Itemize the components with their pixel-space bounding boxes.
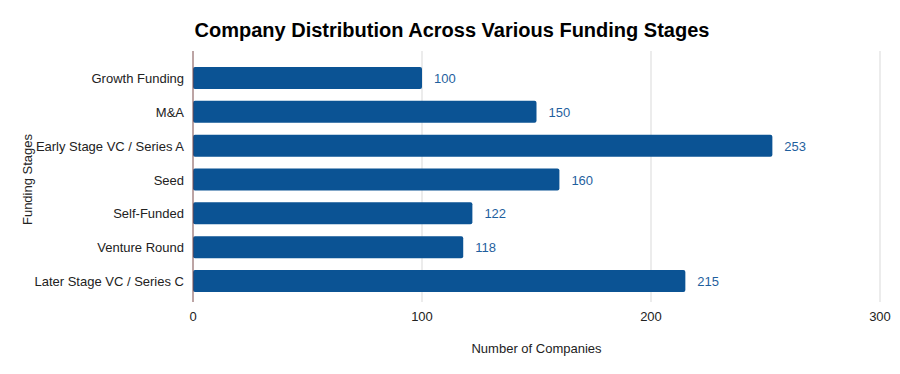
bar <box>193 236 463 258</box>
data-label: 118 <box>475 240 496 255</box>
bar <box>193 135 772 157</box>
data-label: 100 <box>434 71 456 86</box>
y-tick-label: Venture Round <box>97 240 184 255</box>
x-tick-label: 200 <box>640 309 662 324</box>
y-tick-label: Early Stage VC / Series A <box>36 139 184 154</box>
bar <box>193 101 537 123</box>
y-tick-label: M&A <box>156 105 185 120</box>
y-axis-line <box>193 51 194 302</box>
bar <box>193 168 559 190</box>
x-axis-title: Number of Companies <box>471 341 602 356</box>
data-label: 215 <box>697 274 719 289</box>
x-tick-label: 300 <box>869 309 891 324</box>
x-tick-label: 0 <box>189 309 196 324</box>
y-tick-label: Self-Funded <box>113 206 184 221</box>
bar <box>193 202 472 224</box>
bar <box>193 270 685 292</box>
chart-container: Company Distribution Across Various Fund… <box>0 0 900 374</box>
grid-line <box>880 51 881 302</box>
y-tick-label: Growth Funding <box>92 71 185 86</box>
chart-svg: Company Distribution Across Various Fund… <box>0 0 900 374</box>
y-axis-title: Funding Stages <box>20 133 35 225</box>
bars <box>193 67 772 292</box>
grid-line <box>651 51 652 302</box>
data-labels: 100 150 253 160 122 118 215 <box>434 71 806 289</box>
chart-title: Company Distribution Across Various Fund… <box>195 19 710 41</box>
data-label: 160 <box>571 173 593 188</box>
y-tick-label: Seed <box>154 173 184 188</box>
x-tick-label: 100 <box>411 309 433 324</box>
y-tick-label: Later Stage VC / Series C <box>34 274 184 289</box>
bar <box>193 67 422 89</box>
data-label: 122 <box>484 206 506 221</box>
data-label: 150 <box>549 105 571 120</box>
data-label: 253 <box>784 139 806 154</box>
